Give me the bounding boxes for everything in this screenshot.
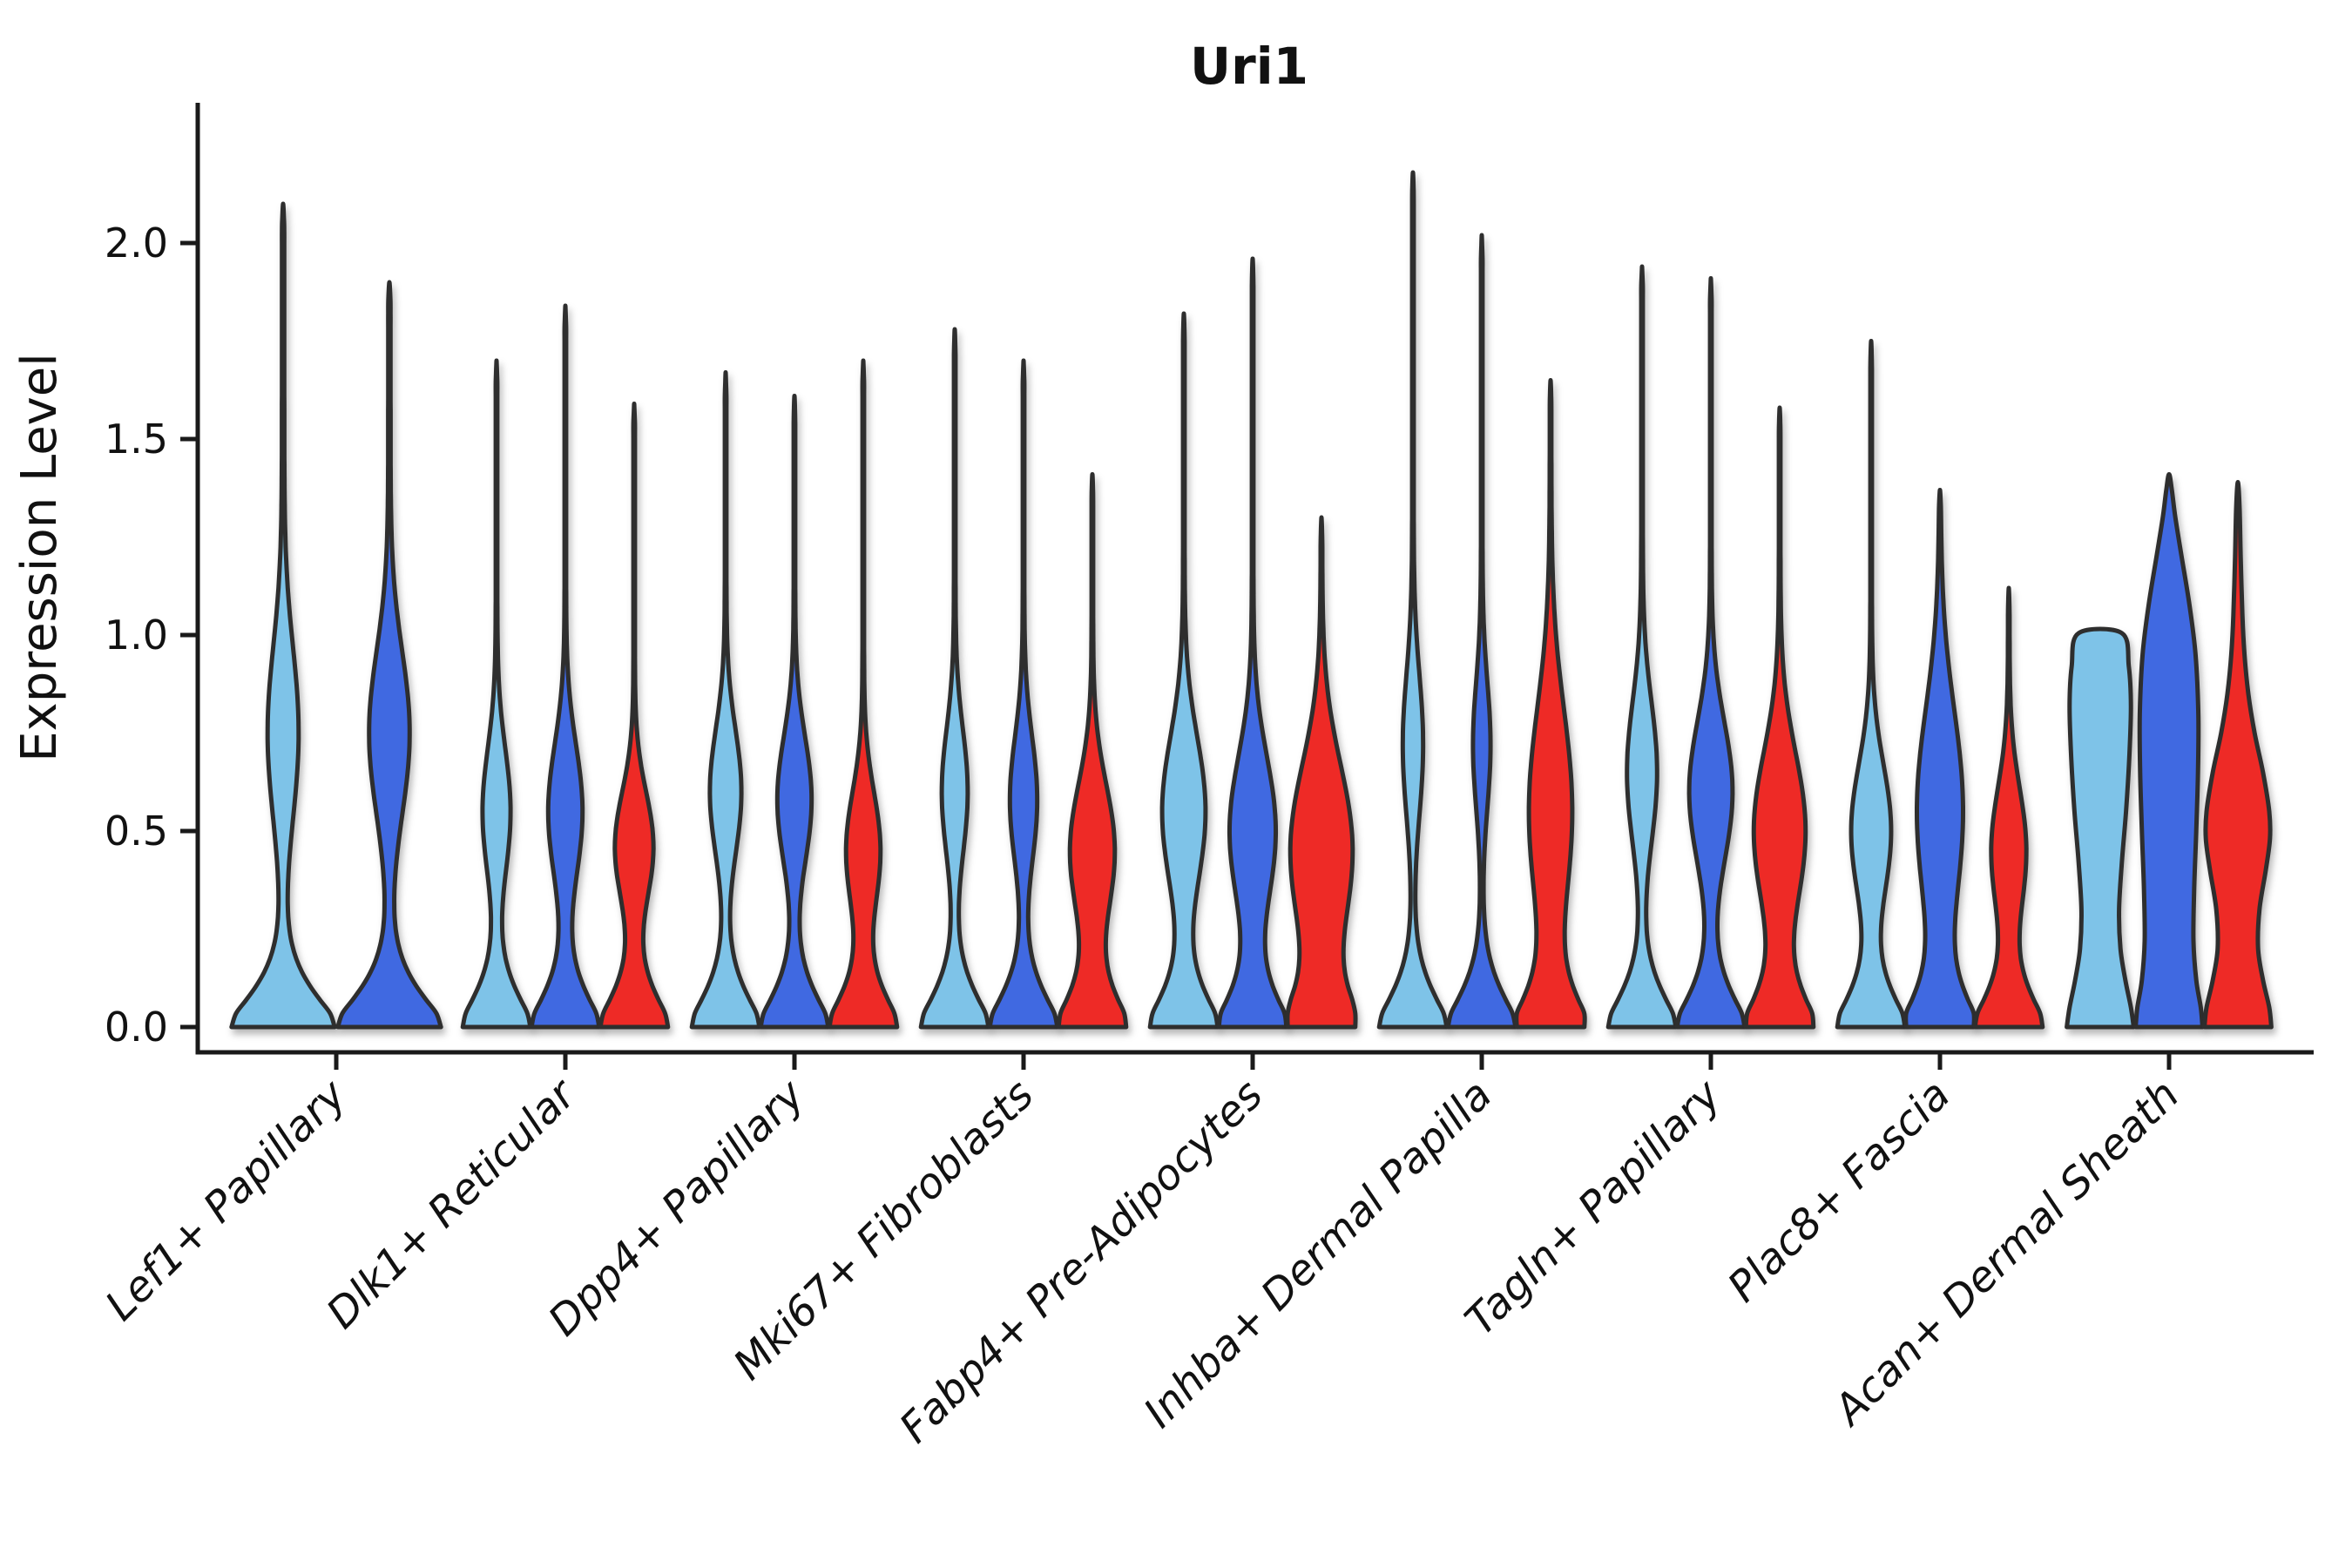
- violin-dpp4-papillary-light-blue: [689, 370, 762, 1030]
- violins-layer: [229, 170, 2274, 1030]
- violin-dlk1-reticular-dark-blue: [529, 303, 602, 1030]
- violin-acan-dermal-sheath-red: [2202, 480, 2274, 1030]
- violin-lef1-papillary-dark-blue: [335, 280, 443, 1030]
- y-axis-label: Expression Level: [11, 353, 68, 762]
- violin-fabp4-pre-adipocytes-light-blue: [1147, 311, 1220, 1030]
- y-tick-label: 2.0: [105, 220, 168, 267]
- violin-fabp4-pre-adipocytes-dark-blue: [1216, 256, 1289, 1030]
- violin-dpp4-papillary-dark-blue: [758, 394, 831, 1030]
- y-tick-label: 1.5: [105, 416, 168, 463]
- violin-inhba-dermal-papilla-red: [1514, 378, 1587, 1030]
- y-tick-label: 0.0: [105, 1004, 168, 1051]
- violin-plac8-fascia-red: [1972, 585, 2045, 1030]
- violin-mki67-fibroblasts-dark-blue: [987, 358, 1060, 1030]
- violin-tagln-papillary-light-blue: [1605, 264, 1679, 1030]
- violin-dpp4-papillary-red: [827, 358, 900, 1030]
- violin-dlk1-reticular-light-blue: [460, 358, 533, 1030]
- violin-acan-dermal-sheath-dark-blue: [2133, 472, 2205, 1030]
- violin-mki67-fibroblasts-red: [1056, 472, 1129, 1030]
- violin-mki67-fibroblasts-light-blue: [918, 327, 991, 1030]
- violin-fabp4-pre-adipocytes-red: [1285, 515, 1358, 1030]
- violin-inhba-dermal-papilla-dark-blue: [1445, 233, 1518, 1030]
- y-axis-ticks: 0.0 0.5 1.0 1.5 2.0: [105, 220, 198, 1051]
- violin-tagln-papillary-red: [1743, 405, 1816, 1030]
- violin-plac8-fascia-light-blue: [1835, 339, 1908, 1030]
- violin-lef1-papillary-light-blue: [229, 201, 337, 1030]
- violin-plac8-fascia-dark-blue: [1903, 488, 1977, 1030]
- y-tick-label: 0.5: [105, 808, 168, 855]
- y-tick-label: 1.0: [105, 612, 168, 659]
- violin-inhba-dermal-papilla-light-blue: [1376, 170, 1450, 1030]
- violin-tagln-papillary-dark-blue: [1674, 276, 1747, 1030]
- violin-acan-dermal-sheath-light-blue: [2065, 626, 2136, 1030]
- chart-title: Uri1: [1190, 37, 1308, 96]
- violin-dlk1-reticular-red: [598, 402, 671, 1030]
